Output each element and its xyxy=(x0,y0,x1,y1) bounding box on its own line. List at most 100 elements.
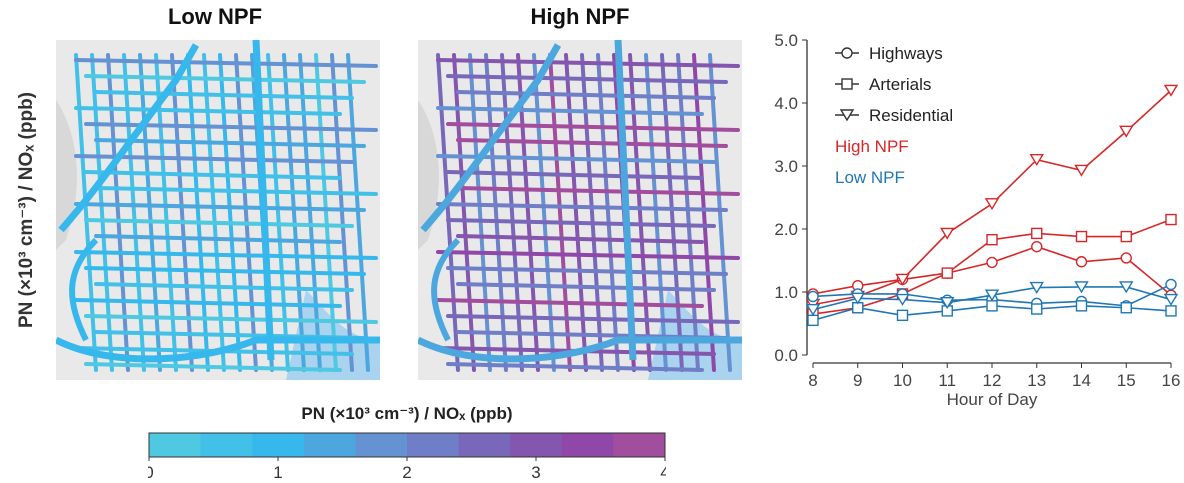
y-tick-label: 3.0 xyxy=(774,157,798,176)
street-segment xyxy=(94,90,354,100)
data-point-low-npf-residential xyxy=(1074,281,1089,294)
data-point-low-npf-residential xyxy=(1163,293,1179,306)
map-y-axis-label-text: PN (×10³ cm⁻³) / NOₓ (ppb) xyxy=(16,92,37,328)
highway-segment xyxy=(431,237,461,342)
x-tick-label: 14 xyxy=(1072,371,1091,390)
street-segment xyxy=(456,138,728,148)
street-segment xyxy=(676,53,700,372)
data-point-high-npf-highways xyxy=(1075,256,1088,268)
street-segment xyxy=(456,90,716,100)
highway-segment xyxy=(252,40,275,361)
data-point-high-npf-highways xyxy=(986,256,998,269)
data-point-high-npf-residential xyxy=(940,227,955,240)
highway-segment xyxy=(58,43,200,233)
data-point-high-npf-residential xyxy=(895,273,910,286)
data-point-high-npf-arterials xyxy=(1120,230,1132,243)
street-segment xyxy=(436,106,704,116)
x-tick-label: 16 xyxy=(1162,371,1181,390)
colorbar-segment xyxy=(149,433,202,457)
data-point-low-npf-highways xyxy=(807,290,819,303)
high-npf-map-title: High NPF xyxy=(530,4,630,29)
series-low-npf-residential xyxy=(805,281,1179,317)
data-point-low-npf-residential xyxy=(850,292,865,305)
street-segment xyxy=(436,298,704,308)
data-point-low-npf-arterials xyxy=(807,314,819,327)
y-tick-label: 2.0 xyxy=(774,220,798,239)
street-segment xyxy=(298,53,322,372)
data-point-high-npf-arterials xyxy=(1031,227,1043,240)
street-segment xyxy=(84,218,354,228)
highway-segment xyxy=(420,43,562,233)
data-point-low-npf-arterials xyxy=(986,300,998,312)
street-segment xyxy=(94,138,366,148)
street-segment xyxy=(94,186,378,196)
street-segment xyxy=(446,218,716,228)
street-segment xyxy=(94,282,354,292)
data-point-high-npf-residential xyxy=(1029,153,1044,167)
data-point-low-npf-residential xyxy=(895,293,910,306)
y-tick-label: 0.0 xyxy=(774,346,798,365)
data-point-high-npf-arterials xyxy=(941,267,953,279)
street-segment xyxy=(456,186,740,196)
colorbar-segment xyxy=(510,433,563,457)
high-npf-map xyxy=(418,40,742,380)
low-npf-map xyxy=(56,40,380,380)
street-segment xyxy=(84,314,378,324)
colorbar-tick-label: 2 xyxy=(402,463,411,482)
street-segment xyxy=(74,58,378,68)
series-line-high-npf-highways xyxy=(812,245,1172,296)
street-segment xyxy=(456,234,704,244)
highway-segment xyxy=(56,336,380,363)
data-point-low-npf-residential xyxy=(805,303,821,317)
street-segment xyxy=(446,74,728,84)
legend-color-label: Low NPF xyxy=(835,168,905,187)
series-line-high-npf-residential xyxy=(812,89,1172,306)
street-segment xyxy=(74,106,342,116)
street-segment xyxy=(84,170,342,180)
street-segment xyxy=(644,53,668,372)
data-point-high-npf-arterials xyxy=(986,234,998,246)
data-point-low-npf-arterials xyxy=(896,309,909,322)
colorbar-segment xyxy=(355,433,408,457)
street-segment xyxy=(436,58,740,68)
street-segment xyxy=(446,122,740,132)
colorbar-segment xyxy=(252,433,305,457)
street-segment xyxy=(84,74,366,84)
street-segment xyxy=(628,53,652,372)
data-point-high-npf-arterials xyxy=(1075,230,1088,243)
x-axis-title: Hour of Day xyxy=(947,390,1038,409)
colorbar-segment xyxy=(407,433,460,457)
street-segment xyxy=(346,53,370,372)
map-y-axis-label: PN (×10³ cm⁻³) / NOₓ (ppb) xyxy=(16,92,37,328)
data-point-high-npf-residential xyxy=(984,198,1000,211)
street-segment xyxy=(446,170,704,180)
legend: Highways Arterials Residential High NPF Low … xyxy=(835,44,953,187)
colorbar-segment xyxy=(200,433,253,457)
data-point-high-npf-arterials xyxy=(1165,213,1177,226)
data-point-high-npf-residential xyxy=(1163,84,1179,97)
street-segment xyxy=(282,53,306,372)
street-segment xyxy=(74,298,342,308)
highway-segment xyxy=(418,336,742,363)
x-tick-label: 13 xyxy=(1027,371,1046,390)
legend-label: Arterials xyxy=(869,75,931,94)
colorbar-segment xyxy=(613,433,666,457)
x-tick-label: 12 xyxy=(983,371,1002,390)
street-segment xyxy=(446,314,740,324)
legend-marker-square xyxy=(841,78,853,90)
street-segment xyxy=(74,202,366,212)
street-segment xyxy=(84,362,342,372)
legend-marker-circle xyxy=(841,47,853,59)
x-tick-label: 10 xyxy=(893,371,912,390)
data-point-high-npf-residential xyxy=(1074,164,1089,177)
series-low-npf-arterials xyxy=(807,300,1177,327)
data-point-high-npf-highways xyxy=(1120,252,1132,264)
colorbar-tick-label: 0 xyxy=(148,463,154,482)
street-segment xyxy=(84,266,366,276)
colorbar-tick-label: 3 xyxy=(531,463,540,482)
legend-label: Residential xyxy=(869,106,953,125)
data-point-low-npf-arterials xyxy=(1031,303,1043,315)
series-high-npf-residential xyxy=(805,84,1179,311)
street-segment xyxy=(74,250,378,260)
y-tick-label: 5.0 xyxy=(774,31,798,50)
